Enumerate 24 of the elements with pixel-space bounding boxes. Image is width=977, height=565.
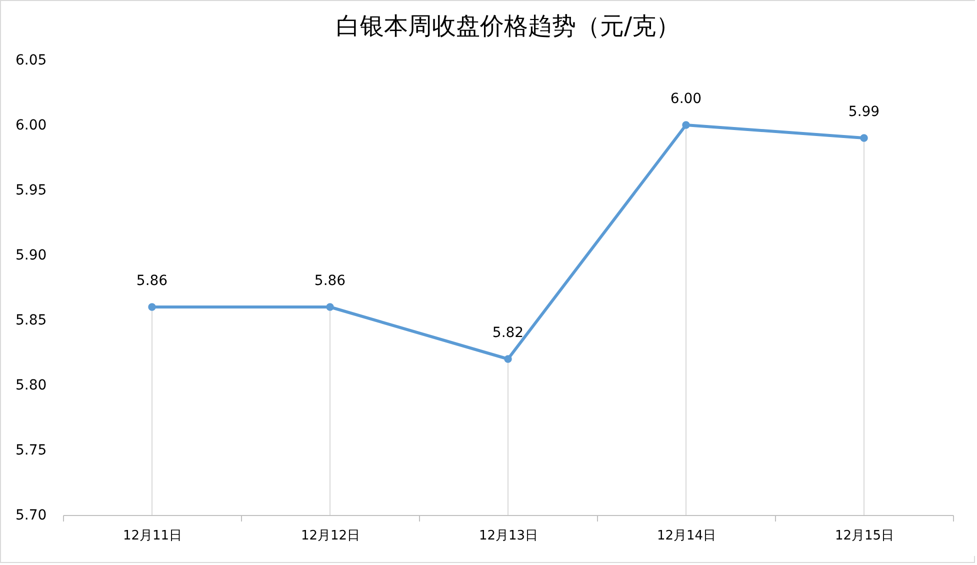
point [326,303,334,311]
point [504,355,512,363]
point [682,121,690,129]
x-tick-label: 12月11日 [122,528,182,544]
data-label: 5.86 [314,273,346,289]
point [860,134,868,142]
y-tick-label: 5.90 [16,248,47,264]
x-tick-label: 12月13日 [478,528,538,544]
y-tick-label: 6.00 [16,118,47,134]
data-label: 5.86 [136,273,168,289]
chart-title: 白银本周收盘价格趋势（元/克） [336,12,680,40]
data-label: 6.00 [670,91,702,107]
y-tick-label: 5.75 [16,442,47,458]
x-tick-label: 12月12日 [300,528,360,544]
y-tick-label: 5.95 [16,182,47,198]
y-tick-label: 5.80 [16,378,47,394]
x-tick-label: 12月15日 [834,528,894,544]
point [148,303,156,311]
y-tick-label: 5.85 [16,312,47,328]
data-label: 5.82 [492,325,524,341]
y-tick-label: 5.70 [16,508,47,524]
x-tick-label: 12月14日 [656,528,716,544]
y-tick-label: 6.05 [16,52,47,68]
data-label: 5.99 [848,104,880,120]
